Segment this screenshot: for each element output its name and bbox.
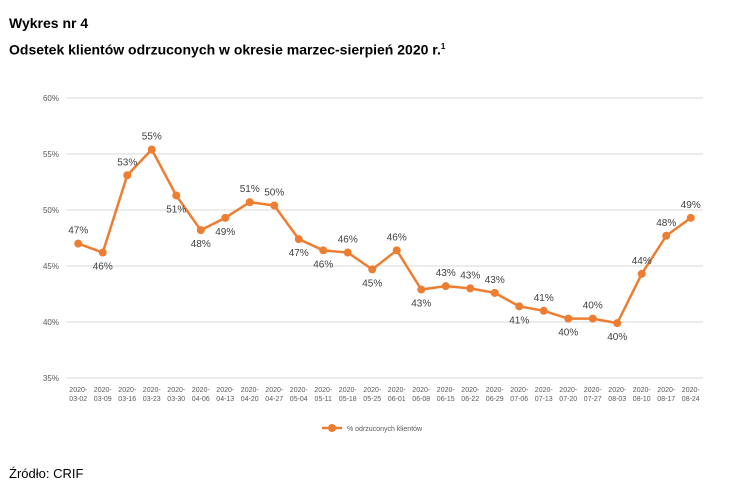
y-tick-label: 60%: [43, 94, 59, 103]
data-point: [539, 306, 548, 315]
data-point: [319, 246, 328, 255]
x-tick-label: 2020-08-17: [657, 387, 676, 403]
legend-marker: [328, 424, 336, 432]
data-label: 47%: [289, 248, 309, 259]
data-label: 49%: [681, 200, 701, 211]
data-point: [490, 288, 499, 297]
x-tick-label: 2020-04-06: [192, 387, 211, 403]
data-label: 46%: [387, 232, 407, 243]
x-tick-label: 2020-03-02: [69, 387, 88, 403]
x-tick-label: 2020-08-10: [633, 387, 652, 403]
x-tick-label: 2020-05-18: [339, 387, 358, 403]
data-point: [417, 285, 426, 294]
data-label: 55%: [142, 132, 162, 143]
data-label: 46%: [313, 259, 333, 270]
source-note: Źródło: CRIF: [9, 466, 84, 481]
data-label: 48%: [656, 218, 676, 229]
data-point: [588, 314, 597, 323]
x-tick-label: 2020-06-22: [461, 387, 480, 403]
x-tick-label: 2020-04-13: [216, 387, 235, 403]
x-tick-label: 2020-07-13: [535, 387, 554, 403]
data-point: [368, 265, 377, 274]
x-tick-label: 2020-08-24: [682, 387, 701, 403]
data-label: 43%: [460, 270, 480, 281]
chart-title-row: Odsetek klientów odrzuconych w okresie m…: [9, 37, 445, 60]
data-point: [343, 248, 352, 257]
x-tick-label: 2020-03-23: [143, 387, 162, 403]
x-tick-label: 2020-03-30: [167, 387, 186, 403]
data-point: [686, 213, 695, 222]
data-label: 50%: [264, 188, 284, 199]
y-tick-label: 40%: [43, 318, 59, 327]
data-point: [221, 213, 230, 222]
data-point: [515, 302, 524, 311]
x-tick-label: 2020-06-08: [412, 387, 431, 403]
chart-heading: Wykres nr 4 Odsetek klientów odrzuconych…: [9, 13, 445, 60]
x-tick-label: 2020-05-25: [363, 387, 382, 403]
data-point: [245, 198, 254, 207]
data-point: [196, 226, 205, 235]
y-tick-label: 45%: [43, 262, 59, 271]
data-label: 45%: [362, 278, 382, 289]
line-chart: 35% 40% 45% 50% 55% 60% 2020-03-02 2020-03-09 20…: [43, 94, 703, 433]
data-point: [294, 235, 303, 244]
footnote-mark: 1: [440, 42, 446, 51]
x-tick-label: 2020-05-04: [290, 387, 309, 403]
y-tick-label: 50%: [43, 206, 59, 215]
data-label: 41%: [534, 293, 554, 304]
data-point: [662, 231, 671, 240]
data-label: 40%: [558, 328, 578, 339]
data-label: 53%: [117, 157, 137, 168]
x-tick-label: 2020-07-20: [559, 387, 578, 403]
x-tick-label: 2020-05-11: [314, 387, 333, 403]
legend-label: % odrzuconych klientów: [347, 426, 423, 433]
data-label: 41%: [509, 315, 529, 326]
data-point: [613, 319, 622, 328]
data-label: 43%: [436, 268, 456, 279]
y-tick-label: 35%: [43, 374, 59, 383]
data-label: 46%: [338, 235, 358, 246]
data-label: 51%: [240, 184, 260, 195]
data-label: 47%: [68, 226, 88, 237]
x-tick-label: 2020-07-06: [510, 387, 529, 403]
data-point: [172, 191, 181, 200]
data-point: [147, 145, 156, 154]
x-tick-label: 2020-07-27: [584, 387, 603, 403]
data-point: [441, 282, 450, 291]
data-point: [466, 284, 475, 293]
data-label: 43%: [411, 299, 431, 310]
data-label: 49%: [215, 227, 235, 238]
data-label: 51%: [166, 204, 186, 215]
chart-number-label: Wykres nr 4: [9, 15, 89, 31]
data-label: 46%: [93, 262, 113, 273]
y-tick-label: 55%: [43, 150, 59, 159]
x-tick-label: 2020-04-20: [241, 387, 260, 403]
chart-title: Odsetek klientów odrzuconych w okresie m…: [9, 41, 441, 58]
data-label: 44%: [632, 256, 652, 267]
x-tick-label: 2020-06-29: [486, 387, 505, 403]
data-point: [564, 314, 573, 323]
x-tick-label: 2020-03-16: [118, 387, 137, 403]
data-point: [123, 171, 132, 180]
data-label: 43%: [485, 275, 505, 286]
data-point: [392, 246, 401, 255]
data-point: [637, 269, 646, 278]
x-tick-label: 2020-06-15: [437, 387, 456, 403]
data-point: [98, 248, 107, 257]
data-point: [270, 201, 279, 210]
x-tick-label: 2020-06-01: [388, 387, 407, 403]
data-point: [74, 239, 83, 248]
series-line: [77, 148, 692, 325]
data-label: 40%: [607, 332, 627, 343]
data-label: 40%: [583, 301, 603, 312]
x-tick-label: 2020-04-27: [265, 387, 284, 403]
x-tick-label: 2020-03-09: [94, 387, 113, 403]
x-tick-label: 2020-08-03: [608, 387, 627, 403]
data-label: 48%: [191, 239, 211, 250]
